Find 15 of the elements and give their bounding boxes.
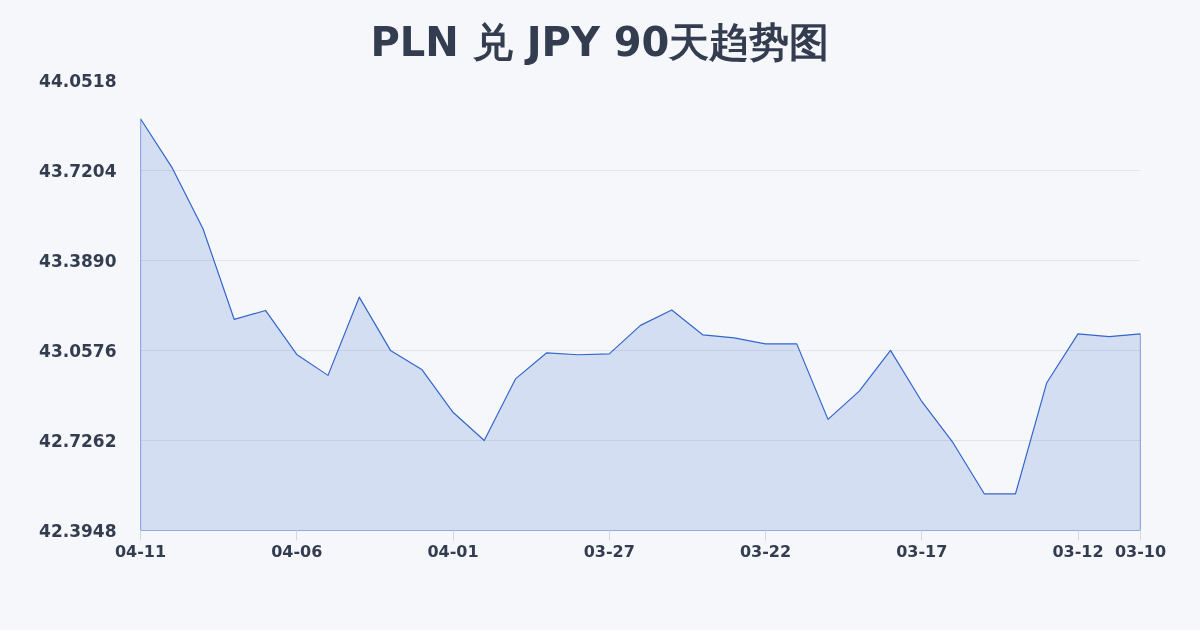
- x-tick-label: 04-01: [427, 541, 479, 561]
- x-tick-label: 04-06: [271, 541, 323, 561]
- x-tick-label: 03-10: [1114, 541, 1167, 561]
- y-tick-label: 43.7204: [39, 161, 117, 181]
- x-tick-label: 03-17: [896, 541, 948, 561]
- y-tick-label: 43.3890: [39, 251, 117, 271]
- x-tick-label: 03-27: [583, 541, 635, 561]
- y-tick-label: 43.0576: [39, 341, 117, 361]
- x-tick-label: 04-11: [114, 541, 167, 561]
- x-tick-label: 03-12: [1052, 541, 1104, 561]
- y-tick-label: 44.0518: [39, 71, 117, 91]
- y-tick-label: 42.7262: [39, 431, 117, 451]
- chart-title: PLN 兑 JPY 90天趋势图: [370, 18, 830, 67]
- y-tick-label: 42.3948: [39, 521, 117, 541]
- x-tick-label: 03-22: [739, 541, 792, 561]
